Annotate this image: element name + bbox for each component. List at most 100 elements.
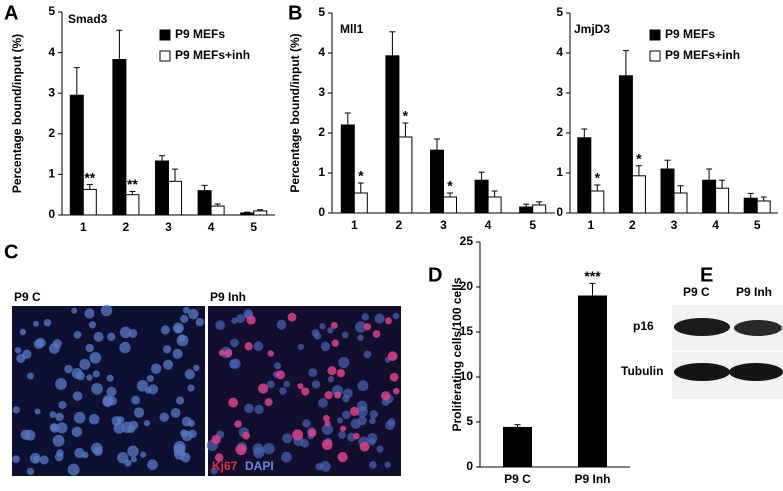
nucleus-ki67 <box>214 453 224 462</box>
nucleus <box>384 461 391 468</box>
nucleus <box>133 407 145 418</box>
nucleus <box>48 343 60 354</box>
nucleus <box>244 403 254 414</box>
bar <box>660 168 675 214</box>
x-tick-label: P9 Inh <box>574 472 610 486</box>
nucleus <box>356 406 368 418</box>
nucleus-ki67 <box>384 317 392 325</box>
nucleus-ki67 <box>308 428 317 437</box>
y-tick-label: 3 <box>318 85 325 99</box>
nucleus <box>273 362 282 370</box>
nucleus <box>321 423 334 435</box>
y-tick-label: 5 <box>556 5 563 19</box>
nucleus <box>355 321 367 333</box>
nucleus <box>381 398 390 407</box>
y-tick-label: 1 <box>318 165 325 179</box>
nucleus <box>128 420 139 430</box>
nucleus <box>24 429 36 441</box>
nucleus <box>263 443 275 455</box>
nucleus-ki67 <box>301 387 310 396</box>
nucleus <box>369 417 376 425</box>
nucleus <box>26 467 35 476</box>
y-tick-label: 2 <box>48 126 55 140</box>
nucleus <box>159 412 169 422</box>
nucleus-ki67 <box>264 398 273 407</box>
blot-column: P9 Inh <box>736 285 772 299</box>
y-tick-label: 0 <box>466 459 473 473</box>
nucleus <box>55 412 64 422</box>
nucleus-ki67 <box>349 406 360 416</box>
blot-column: P9 C <box>683 285 710 299</box>
nucleus <box>172 348 183 359</box>
significance: * <box>636 151 642 167</box>
nucleus <box>376 445 384 453</box>
chart-title: Smad3 <box>68 12 108 26</box>
blot-row: p16 <box>633 319 654 333</box>
y-tick-label: 15 <box>460 324 474 338</box>
nucleus <box>34 408 41 415</box>
nucleus <box>29 452 41 464</box>
nucleus <box>74 447 85 459</box>
nucleus <box>56 449 64 457</box>
nucleus-ki67 <box>392 387 400 395</box>
nucleus <box>116 416 125 424</box>
bar <box>112 59 127 216</box>
nucleus <box>33 339 44 349</box>
nucleus <box>368 438 376 446</box>
bar <box>578 295 607 468</box>
bar <box>69 94 84 216</box>
bar <box>197 190 212 216</box>
nucleus <box>107 332 116 342</box>
nucleus <box>88 413 100 425</box>
legend-label: P9 MEFs <box>665 27 715 41</box>
nucleus-ki67 <box>275 370 285 380</box>
nucleus <box>369 410 378 419</box>
nucleus <box>341 331 349 339</box>
y-tick-label: 2 <box>318 125 325 139</box>
panel-letter: C <box>4 241 18 263</box>
nucleus <box>162 345 172 354</box>
nucleus <box>254 404 264 415</box>
nucleus <box>84 308 95 319</box>
bar <box>385 55 400 214</box>
nucleus <box>387 418 396 426</box>
y-tick-label: 25 <box>460 234 474 248</box>
nucleus <box>215 320 226 331</box>
nucleus <box>281 451 292 463</box>
x-tick-label: 4 <box>208 220 215 234</box>
nucleus <box>266 380 275 389</box>
nucleus-ki67 <box>359 441 370 452</box>
x-tick-label: 1 <box>80 220 87 234</box>
y-tick-label: 0 <box>318 205 325 219</box>
bar <box>168 180 182 216</box>
significance: * <box>358 168 364 184</box>
bar <box>155 160 169 216</box>
nucleus-ki67 <box>235 444 247 456</box>
nucleus <box>357 380 369 392</box>
bar <box>82 188 97 216</box>
nucleus-ki67 <box>211 434 221 445</box>
nucleus <box>195 317 205 327</box>
nucleus <box>102 396 113 408</box>
y-tick-label: 1 <box>556 165 563 179</box>
nucleus <box>39 455 49 465</box>
nucleus-ki67 <box>334 391 342 399</box>
nucleus <box>178 334 186 342</box>
nucleus <box>73 330 82 339</box>
nucleus <box>26 372 34 380</box>
y-tick-label: 2 <box>556 125 563 139</box>
nucleus <box>106 374 114 382</box>
nucleus <box>163 359 174 370</box>
bar <box>673 192 688 214</box>
nucleus <box>314 332 322 340</box>
chart-title: JmjD3 <box>574 22 610 36</box>
bar <box>519 206 534 214</box>
legend-swatch <box>649 29 661 41</box>
nucleus <box>253 341 264 351</box>
nucleus-ki67 <box>353 432 360 440</box>
significance: * <box>447 178 453 194</box>
y-axis-label: Proliferating cells/100 cells <box>450 277 464 431</box>
nucleus <box>92 370 100 378</box>
x-tick-label: 5 <box>529 218 536 232</box>
